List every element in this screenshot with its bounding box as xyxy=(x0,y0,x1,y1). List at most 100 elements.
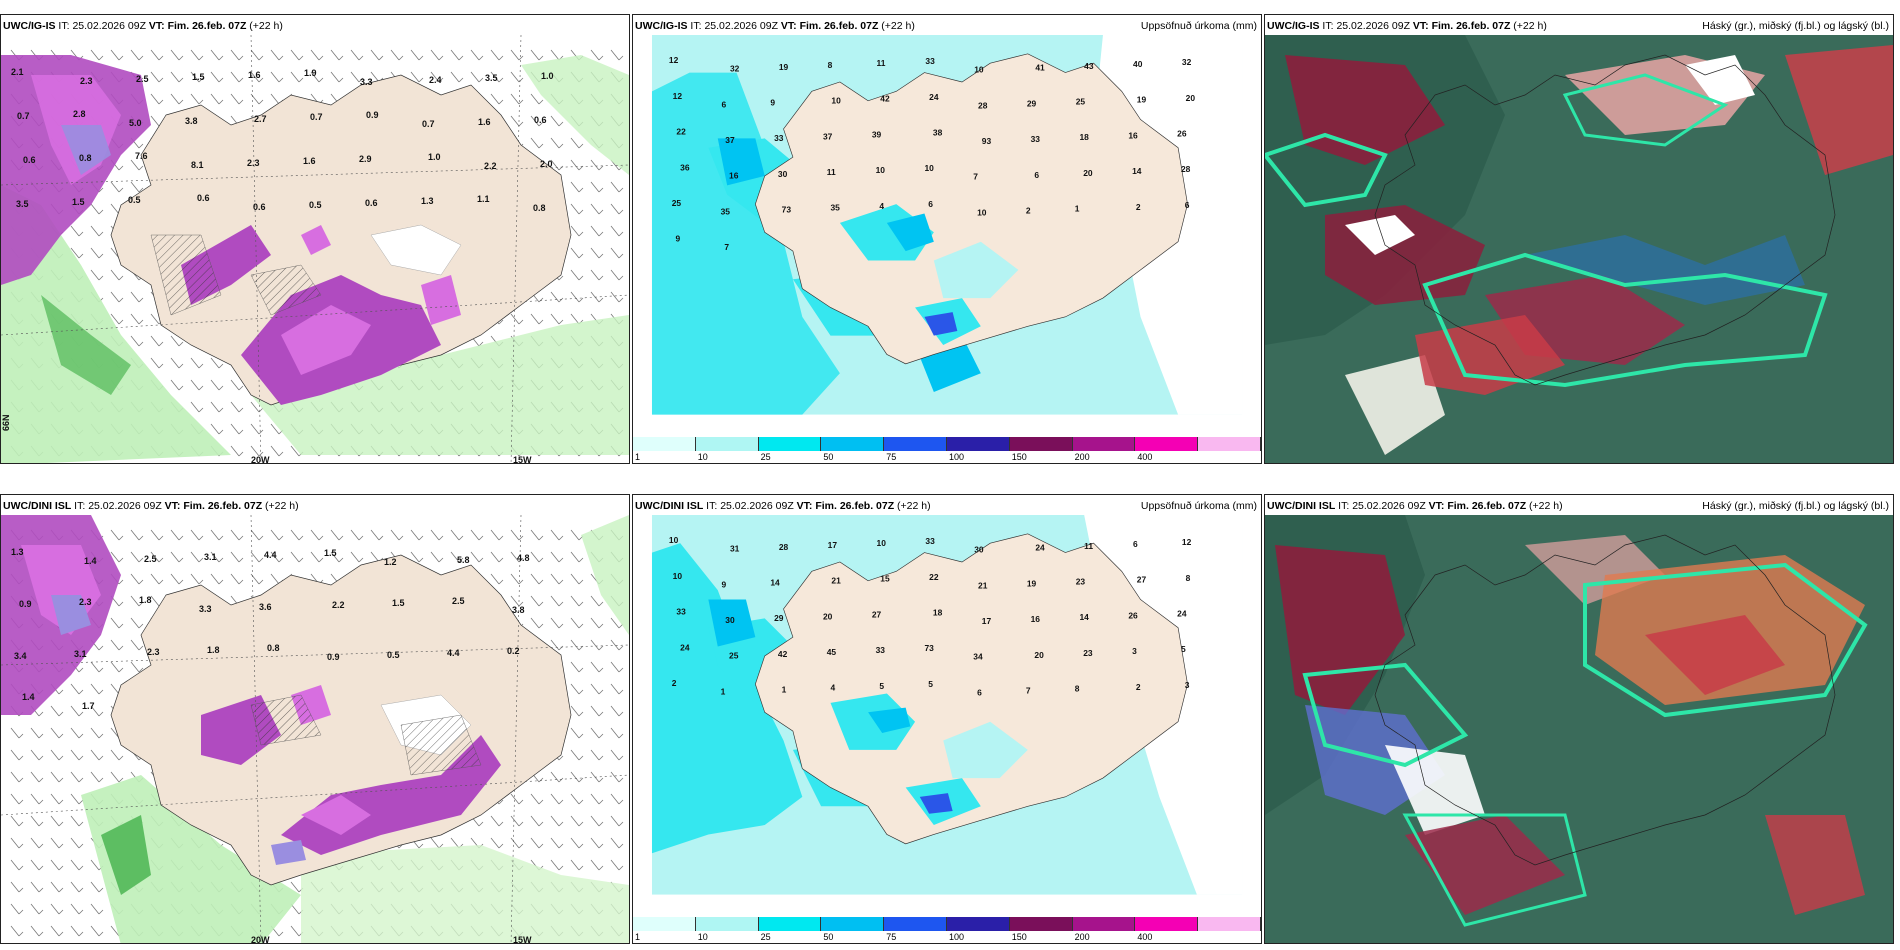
wind-barb xyxy=(550,595,560,607)
map-value-label: 37 xyxy=(725,135,735,145)
wind-barb xyxy=(550,859,560,871)
panel-header: UWC/IG-IS IT: 25.02.2026 09Z VT: Fim. 26… xyxy=(1267,19,1889,33)
map-value-label: 4.8 xyxy=(517,553,530,563)
wind-barb xyxy=(190,401,200,413)
map-value-label: 1.8 xyxy=(139,595,152,605)
wind-barb xyxy=(150,573,160,585)
wind-barb xyxy=(450,529,460,541)
map-value-label: 38 xyxy=(933,128,943,138)
wind-barb xyxy=(170,379,180,391)
wind-barb xyxy=(570,313,580,325)
map-value-label: 33 xyxy=(925,536,935,546)
wind-barb xyxy=(230,49,240,61)
map-value-label: 0.9 xyxy=(19,599,32,609)
map-value-label: 1.7 xyxy=(82,701,95,711)
iceland-landmass xyxy=(754,533,1188,845)
wind-barb xyxy=(510,595,520,607)
lon-label: 20W xyxy=(251,455,270,464)
map-value-label: 3.3 xyxy=(360,77,373,87)
wind-barb xyxy=(90,225,100,237)
map-value-label: 1.4 xyxy=(22,692,35,702)
map-value-label: 2 xyxy=(1136,202,1141,212)
map-value-label: 1.5 xyxy=(324,548,337,558)
wind-barb xyxy=(290,881,300,893)
wind-barb xyxy=(10,925,20,937)
map-value-label: 0.7 xyxy=(422,119,435,129)
wind-barb xyxy=(590,661,600,673)
map-value-label: 0.8 xyxy=(267,643,280,653)
map-value-label: 3.1 xyxy=(204,552,217,562)
lead-time: (+22 h) xyxy=(1529,500,1563,512)
wind-barb xyxy=(610,793,620,805)
wind-barb xyxy=(590,247,600,259)
map-value-label: 0.5 xyxy=(128,195,141,205)
wind-barb xyxy=(270,551,280,563)
map-value-label: 19 xyxy=(1027,578,1037,588)
map-value-label: 30 xyxy=(974,545,984,555)
wind-barb xyxy=(50,771,60,783)
wind-barb xyxy=(150,93,160,105)
map-value-label: 2.7 xyxy=(254,114,267,124)
wind-barb xyxy=(150,551,160,563)
colorbar-tick-label: 100 xyxy=(949,932,965,942)
map-value-label: 4 xyxy=(879,201,884,211)
wind-barb xyxy=(390,49,400,61)
wind-barb xyxy=(30,793,40,805)
wind-barb xyxy=(530,573,540,585)
wind-barb xyxy=(490,71,500,83)
wind-barb xyxy=(550,529,560,541)
colorbar-cell xyxy=(695,437,759,451)
map-value-label: 12 xyxy=(673,91,683,101)
map-value-label: 30 xyxy=(778,169,788,179)
map-value-label: 28 xyxy=(779,542,789,552)
map-value-label: 26 xyxy=(1128,610,1138,620)
wind-barb xyxy=(110,203,120,215)
wind-barb xyxy=(570,749,580,761)
wind-barb xyxy=(510,313,520,325)
wind-barb xyxy=(130,49,140,61)
map-value-label: 2.2 xyxy=(332,600,345,610)
wind-barb xyxy=(610,49,620,61)
wind-barb xyxy=(10,859,20,871)
wind-barb xyxy=(130,639,140,651)
wind-barb xyxy=(550,771,560,783)
wind-barb xyxy=(470,49,480,61)
map-value-label: 40 xyxy=(1133,59,1143,69)
map-value-label: 27 xyxy=(872,609,882,619)
map-value-label: 8 xyxy=(1186,573,1191,583)
wind-barb xyxy=(610,203,620,215)
wind-barb xyxy=(290,49,300,61)
map-value-label: 0.9 xyxy=(327,652,340,662)
wind-barb xyxy=(90,881,100,893)
map-value-label: 1 xyxy=(721,686,726,696)
it-value: 25.02.2026 09Z xyxy=(88,500,162,512)
wind-barb xyxy=(250,401,260,413)
vt-value: Fim. 26.feb. 07Z xyxy=(167,20,247,32)
wind-barb xyxy=(550,313,560,325)
wind-barb xyxy=(130,595,140,607)
wind-barb xyxy=(270,529,280,541)
map-value-label: 29 xyxy=(774,613,784,623)
map-value-label: 10 xyxy=(876,165,886,175)
wind-barb xyxy=(70,881,80,893)
wind-barb xyxy=(110,181,120,193)
lon-label: 20W xyxy=(251,935,270,944)
wind-barb xyxy=(290,71,300,83)
wind-barb xyxy=(590,617,600,629)
wind-barb xyxy=(330,71,340,83)
wind-barb xyxy=(410,551,420,563)
map-value-label: 28 xyxy=(1181,164,1191,174)
wind-barb xyxy=(230,573,240,585)
map-value-label: 27 xyxy=(1137,575,1147,585)
map-value-label: 25 xyxy=(729,651,739,661)
wind-barb xyxy=(50,793,60,805)
wind-barb xyxy=(510,793,520,805)
wind-barb xyxy=(430,529,440,541)
map-value-label: 26 xyxy=(1177,128,1187,138)
wind-barb xyxy=(610,661,620,673)
wind-barb xyxy=(510,115,520,127)
it-prefix: IT: xyxy=(1322,20,1334,32)
panel-wind-igis: UWC/IG-IS IT: 25.02.2026 09Z VT: Fim. 26… xyxy=(0,14,630,464)
colorbar-cell xyxy=(884,437,947,451)
wind-barb xyxy=(130,551,140,563)
